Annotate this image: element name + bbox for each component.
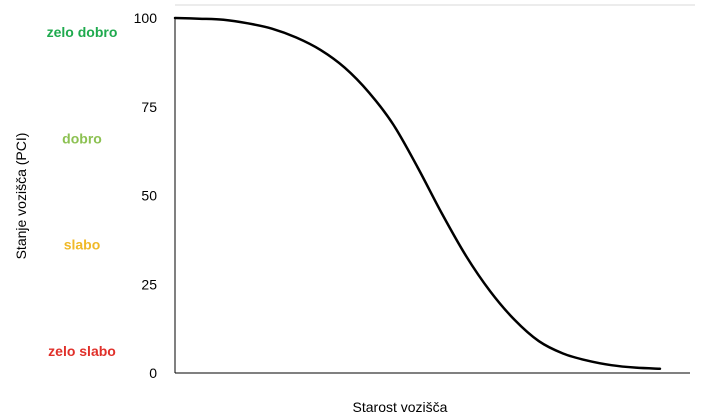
y-tick-labels: 0 25 50 75 100 [134,10,158,381]
x-axis-title: Starost vozišča [353,399,448,415]
condition-label: slabo [64,237,101,253]
y-tick-label: 100 [134,10,158,26]
y-tick-label: 75 [141,99,157,115]
condition-label: zelo slabo [48,343,116,359]
y-tick-label: 25 [141,276,157,292]
y-tick-label: 50 [141,188,157,204]
condition-label: dobro [62,130,102,146]
pci-curve-line [173,16,662,370]
y-tick-label: 0 [149,365,157,381]
condition-labels: zelo dobro dobro slabo zelo slabo [47,24,118,359]
condition-label: zelo dobro [47,24,118,40]
y-axis-title: Stanje vozišča (PCI) [13,133,29,260]
